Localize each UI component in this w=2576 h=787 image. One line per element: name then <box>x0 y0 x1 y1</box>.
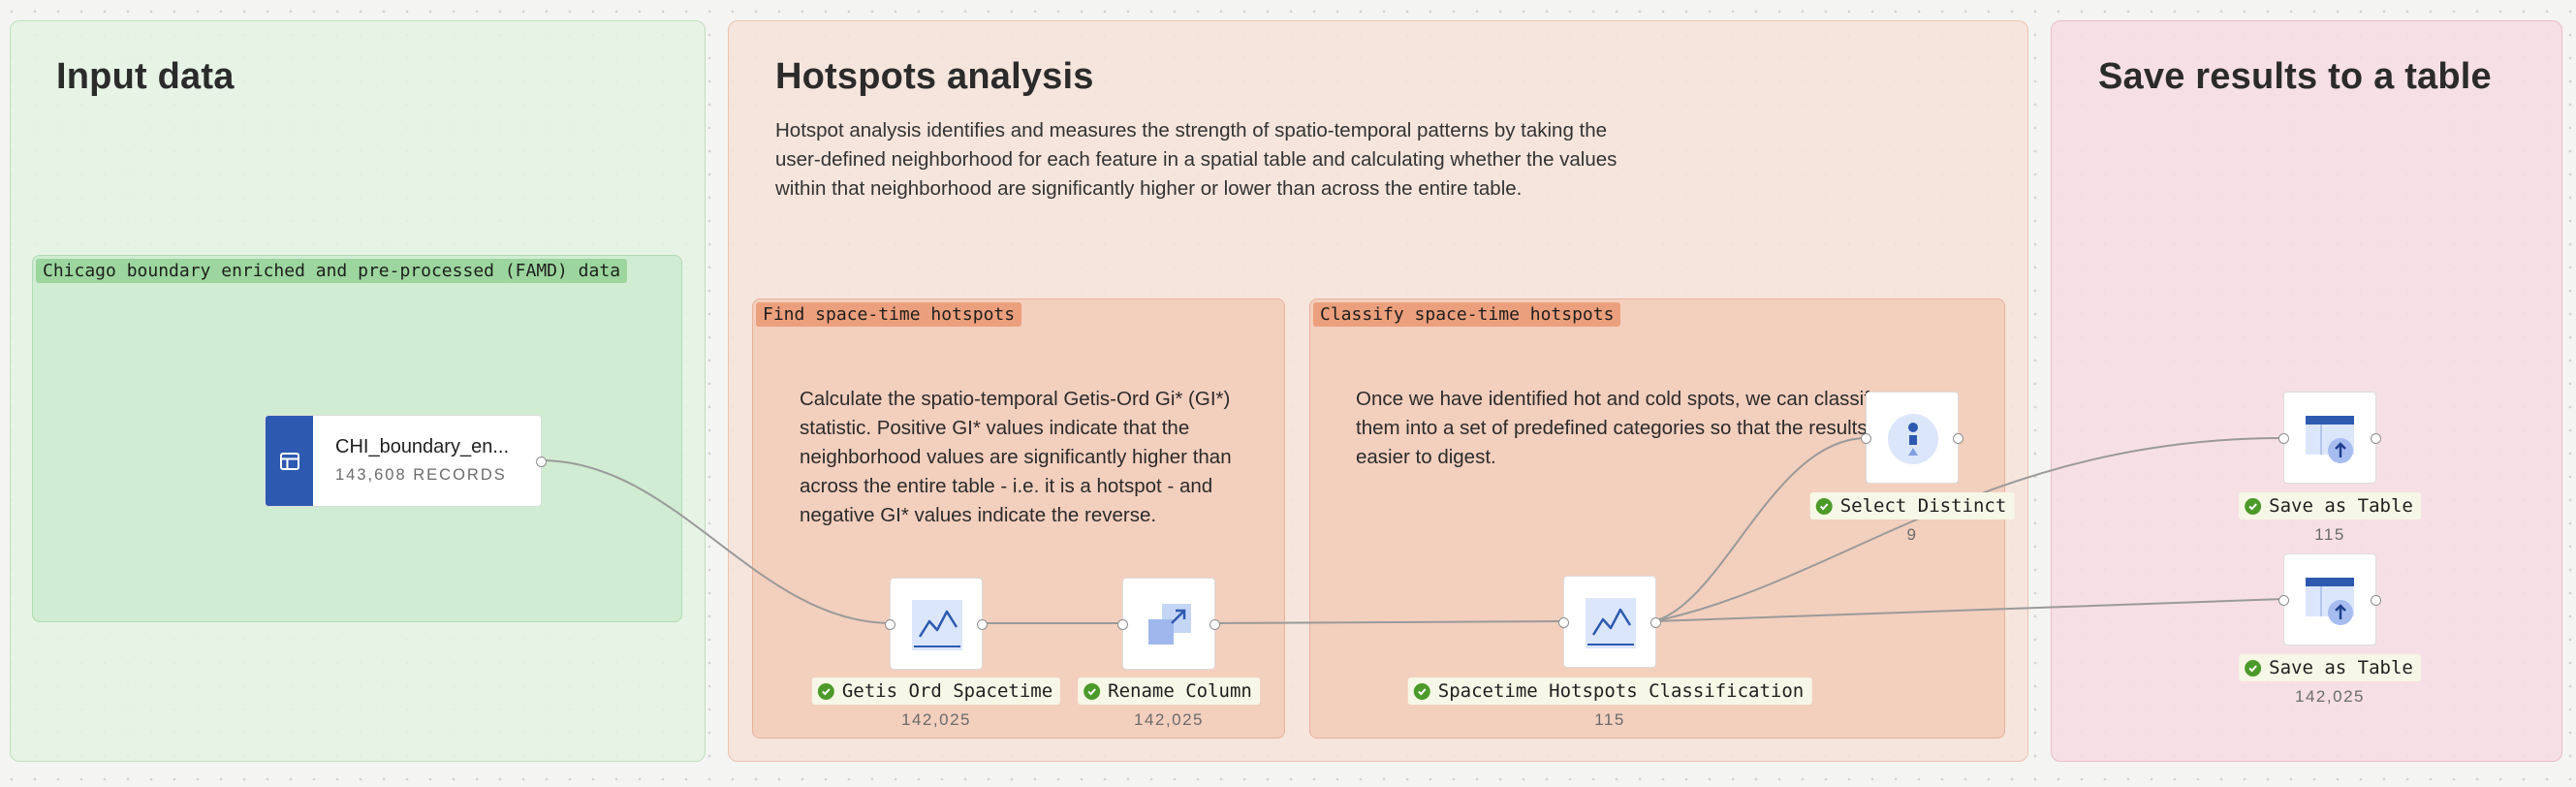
output-port[interactable] <box>1209 619 1220 630</box>
save-as-table-node-1[interactable] <box>2278 392 2381 484</box>
save-as-table-node-2[interactable] <box>2278 553 2381 645</box>
check-icon <box>1413 682 1430 700</box>
output-port[interactable] <box>977 619 988 630</box>
check-icon <box>1815 497 1833 515</box>
region-title-save: Save results to a table <box>2098 56 2492 97</box>
save1-node-count: 115 <box>2314 525 2345 544</box>
group-tag-classify: Classify space-time hotspots <box>1313 302 1621 327</box>
check-icon <box>817 682 834 700</box>
output-port[interactable] <box>536 456 547 467</box>
save-table-icon <box>2306 416 2354 463</box>
region-title-hotspots: Hotspots analysis <box>775 56 1094 97</box>
rename-node-label: Rename Column <box>1078 677 1260 705</box>
group-description-classify: Once we have identified hot and cold spo… <box>1356 388 1901 468</box>
source-node-icon-bar <box>266 416 313 506</box>
input-port[interactable] <box>1117 619 1128 630</box>
getis-node-count: 142,025 <box>901 710 971 729</box>
check-icon <box>2245 497 2262 515</box>
input-port[interactable] <box>1558 617 1569 628</box>
source-node-records: 143,608 RECORDS <box>335 466 507 484</box>
input-port[interactable] <box>885 619 895 630</box>
region-description-hotspots: Hotspot analysis identifies and measures… <box>775 119 1618 200</box>
distinct-node-count: 9 <box>1906 525 1918 544</box>
save1-label-text: Save as Table <box>2269 495 2413 517</box>
source-node-name: CHI_boundary_en... <box>335 436 510 457</box>
region-title-input: Input data <box>56 56 235 97</box>
spacetime-hotspots-classification-node[interactable] <box>1558 576 1661 668</box>
group-description-find: Calculate the spatio-temporal Getis-Ord … <box>800 388 1232 526</box>
group-find-hotspots[interactable]: Find space-time hotspots Calculate the s… <box>752 299 1285 739</box>
output-port[interactable] <box>2371 433 2381 444</box>
distinct-icon <box>1888 414 1938 464</box>
getis-label-text: Getis Ord Spacetime <box>841 680 1053 702</box>
rename-node-count: 142,025 <box>1134 710 1204 729</box>
getis-node-label: Getis Ord Spacetime <box>811 677 1061 705</box>
save1-node-label: Save as Table <box>2239 492 2421 519</box>
check-icon <box>2245 659 2262 677</box>
distinct-label-text: Select Distinct <box>1839 495 2007 517</box>
output-port[interactable] <box>1650 617 1661 628</box>
source-table-node[interactable]: CHI_boundary_en... 143,608 RECORDS <box>265 415 547 507</box>
line-chart-icon <box>1586 598 1636 648</box>
classification-node-count: 115 <box>1594 710 1625 729</box>
distinct-node-label: Select Distinct <box>1809 492 2015 519</box>
getis-ord-spacetime-node[interactable] <box>885 578 988 670</box>
classification-node-label: Spacetime Hotspots Classification <box>1407 677 1812 705</box>
check-icon <box>1084 682 1101 700</box>
output-port[interactable] <box>2371 595 2381 606</box>
transform-icon <box>1148 604 1191 645</box>
input-port[interactable] <box>2278 595 2289 606</box>
select-distinct-node[interactable] <box>1861 392 1963 484</box>
output-port[interactable] <box>1953 433 1963 444</box>
save2-node-label: Save as Table <box>2239 654 2421 681</box>
line-chart-icon <box>912 600 962 650</box>
save-table-icon <box>2306 578 2354 625</box>
rename-label-text: Rename Column <box>1108 680 1252 702</box>
group-tag-find: Find space-time hotspots <box>756 302 1022 327</box>
rename-column-node[interactable] <box>1117 578 1220 670</box>
group-tag-chicago: Chicago boundary enriched and pre-proces… <box>36 259 628 283</box>
input-port[interactable] <box>2278 433 2289 444</box>
save2-node-count: 142,025 <box>2295 687 2365 706</box>
table-icon <box>279 452 299 470</box>
classification-label-text: Spacetime Hotspots Classification <box>1437 680 1805 702</box>
save2-label-text: Save as Table <box>2269 657 2413 678</box>
input-port[interactable] <box>1861 433 1871 444</box>
